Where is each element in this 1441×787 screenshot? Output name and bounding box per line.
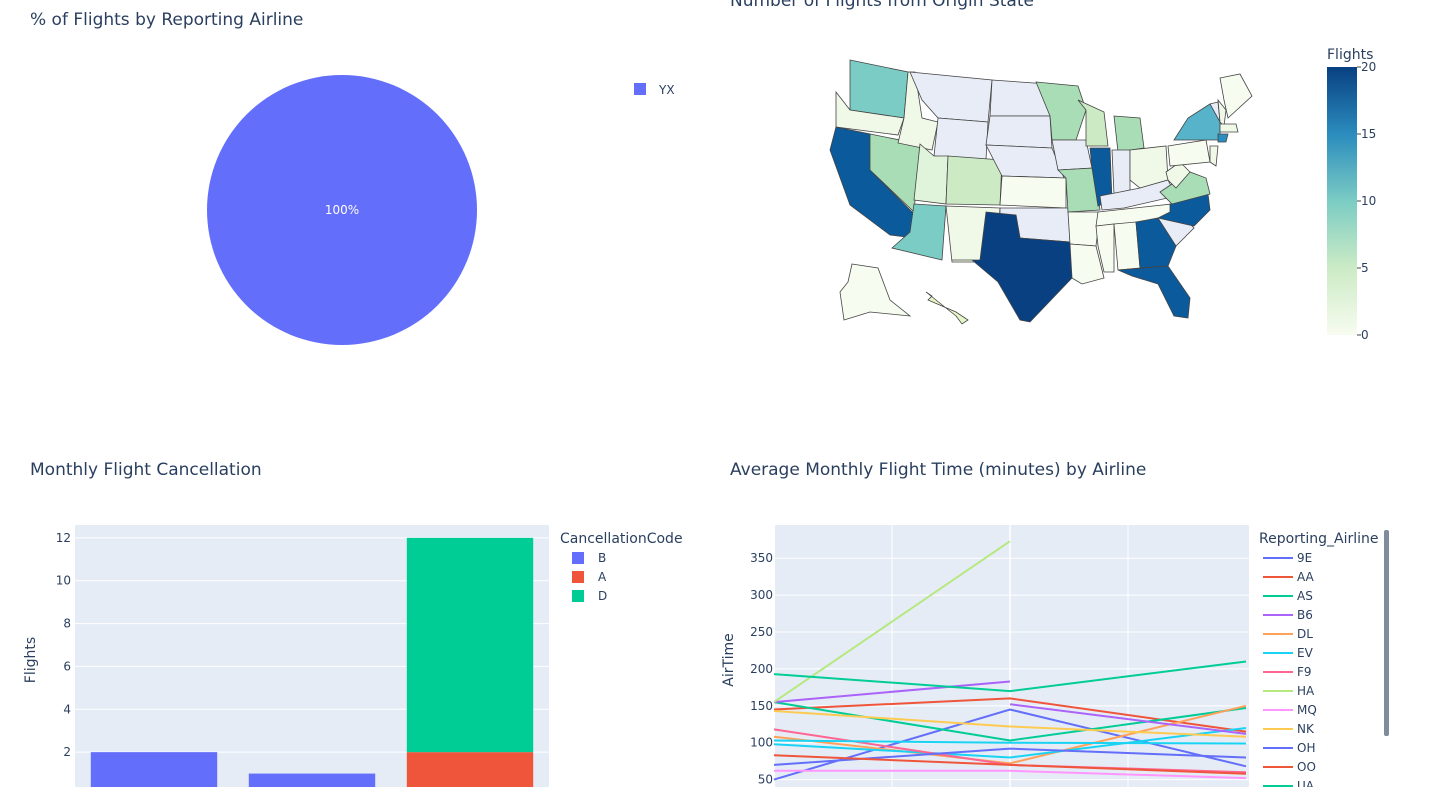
bar-legend-swatch	[572, 571, 584, 583]
line-y-tick-label: 100	[750, 736, 773, 750]
state-tx[interactable]	[952, 211, 1073, 323]
colorbar-title: Flights	[1327, 47, 1373, 63]
line-legend-label: EV	[1297, 646, 1314, 660]
line-series-ua[interactable]	[773, 660, 1247, 693]
line-legend-label: 9E	[1297, 551, 1312, 565]
legend-label-yx: YX	[658, 83, 675, 97]
state-ct[interactable]	[1217, 133, 1229, 143]
bar-y-tick-label: 4	[63, 702, 71, 716]
colorbar-tick-label: 5	[1361, 261, 1369, 275]
bar-y-tick-label: 6	[63, 659, 71, 673]
line-legend-label: MQ	[1297, 703, 1317, 717]
bar-legend-label: D	[598, 589, 607, 603]
line-legend-label: OH	[1297, 741, 1315, 755]
line-y-tick-label: 50	[758, 773, 773, 787]
bar-y-axis-title: Flights	[23, 637, 39, 683]
line-series-9e[interactable]	[773, 708, 1247, 781]
bar-a-3[interactable]	[406, 752, 534, 787]
state-hi[interactable]	[925, 291, 969, 325]
state-nj[interactable]	[1209, 145, 1219, 167]
line-y-tick-label: 200	[750, 662, 773, 676]
bar-legend-swatch	[572, 552, 584, 564]
state-fl[interactable]	[1117, 265, 1191, 319]
bar-y-tick-label: 10	[56, 574, 71, 588]
bar-legend-title: CancellationCode	[560, 531, 683, 547]
legend-scrollbar[interactable]	[1384, 530, 1389, 736]
pie-slice-yx[interactable]	[207, 75, 477, 345]
legend-swatch-yx	[634, 83, 646, 95]
line-legend-label: HA	[1297, 684, 1315, 698]
line-series[interactable]	[773, 540, 1247, 781]
line-legend-label: DL	[1297, 627, 1313, 641]
line-series-b6[interactable]	[773, 680, 1011, 704]
bar-y-ticks: 2 4 6 8 10 12	[56, 531, 71, 759]
line-series-unlabeled-14[interactable]	[773, 739, 1247, 745]
line-chart-title: Average Monthly Flight Time (minutes) by…	[730, 460, 1147, 480]
bar-legend-label: B	[598, 551, 606, 565]
line-y-tick-label: 150	[750, 699, 773, 713]
state-ak[interactable]	[839, 263, 912, 321]
state-la[interactable]	[1069, 243, 1105, 285]
state-ma[interactable]	[1219, 123, 1239, 133]
line-y-axis-title: AirTime	[721, 633, 737, 686]
colorbar-tick-label: 15	[1361, 127, 1376, 141]
line-series-aa[interactable]	[773, 697, 1247, 733]
bar-b-2[interactable]	[248, 773, 376, 787]
state-ms[interactable]	[1095, 223, 1115, 273]
pie-legend[interactable]: YX	[634, 83, 675, 97]
line-series-as[interactable]	[773, 701, 1247, 742]
colorbar-ticks: 0 5 10 15 20	[1357, 60, 1376, 342]
line-legend-label: OO	[1297, 760, 1316, 774]
line-y-tick-label: 350	[750, 551, 773, 565]
line-legend[interactable]: 9E AA AS B6 DL EV F9 HA MQ NK OH OO UA	[1263, 551, 1317, 787]
bar-d-3[interactable]	[406, 537, 534, 753]
pie-chart: 100% YX	[207, 75, 675, 345]
line-series-oo[interactable]	[773, 754, 1247, 775]
line-legend-title: Reporting_Airline	[1259, 531, 1379, 547]
state-mi[interactable]	[1113, 115, 1145, 153]
pie-slice-label: 100%	[325, 203, 359, 217]
bar-legend[interactable]: BAD	[572, 551, 607, 603]
colorbar-tick-label: 20	[1361, 60, 1376, 74]
choropleth-map: Flights 0 5 10 15 20	[829, 47, 1376, 342]
line-legend-label: F9	[1297, 665, 1312, 679]
line-y-tick-label: 250	[750, 625, 773, 639]
line-legend-label: B6	[1297, 608, 1313, 622]
bar-y-tick-label: 12	[56, 531, 71, 545]
line-legend-label: AA	[1297, 570, 1315, 584]
bar-chart-title: Monthly Flight Cancellation	[30, 460, 262, 480]
state-mo[interactable]	[1057, 167, 1101, 213]
colorbar-tick-label: 10	[1361, 194, 1376, 208]
line-series-ev[interactable]	[773, 727, 1247, 759]
line-y-tick-label: 300	[750, 588, 773, 602]
line-y-ticks: 50 100 150 200 250 300 350	[750, 551, 773, 786]
us-states[interactable]	[829, 59, 1253, 325]
state-me[interactable]	[1219, 73, 1253, 119]
line-series-unlabeled-13[interactable]	[1009, 703, 1247, 735]
bar-marks[interactable]	[90, 537, 534, 787]
state-az[interactable]	[891, 203, 947, 261]
bar-y-tick-label: 8	[63, 617, 71, 631]
pie-chart-title: % of Flights by Reporting Airline	[30, 10, 304, 30]
line-legend-label: UA	[1297, 779, 1315, 787]
colorbar	[1327, 67, 1357, 335]
map-chart-title: Number of Flights from Origin State	[730, 0, 1034, 11]
line-series-mq[interactable]	[774, 769, 1247, 780]
line-series-nk[interactable]	[773, 710, 1247, 738]
bar-b-1[interactable]	[90, 752, 218, 787]
bar-y-tick-label: 2	[63, 745, 71, 759]
state-or[interactable]	[835, 90, 905, 136]
line-legend-label: AS	[1297, 589, 1313, 603]
bar-legend-label: A	[598, 570, 607, 584]
colorbar-tick-label: 0	[1361, 328, 1369, 342]
state-wi[interactable]	[1077, 99, 1109, 147]
bar-legend-swatch	[572, 590, 584, 602]
line-chart: 50 100 150 200 250 300 350 AirTime Reporting_A…	[721, 525, 1389, 787]
line-legend-label: NK	[1297, 722, 1315, 736]
line-series-ha[interactable]	[773, 540, 1011, 703]
bar-chart: 2 4 6 8 10 12 Flights CancellationCode BAD	[23, 525, 683, 787]
